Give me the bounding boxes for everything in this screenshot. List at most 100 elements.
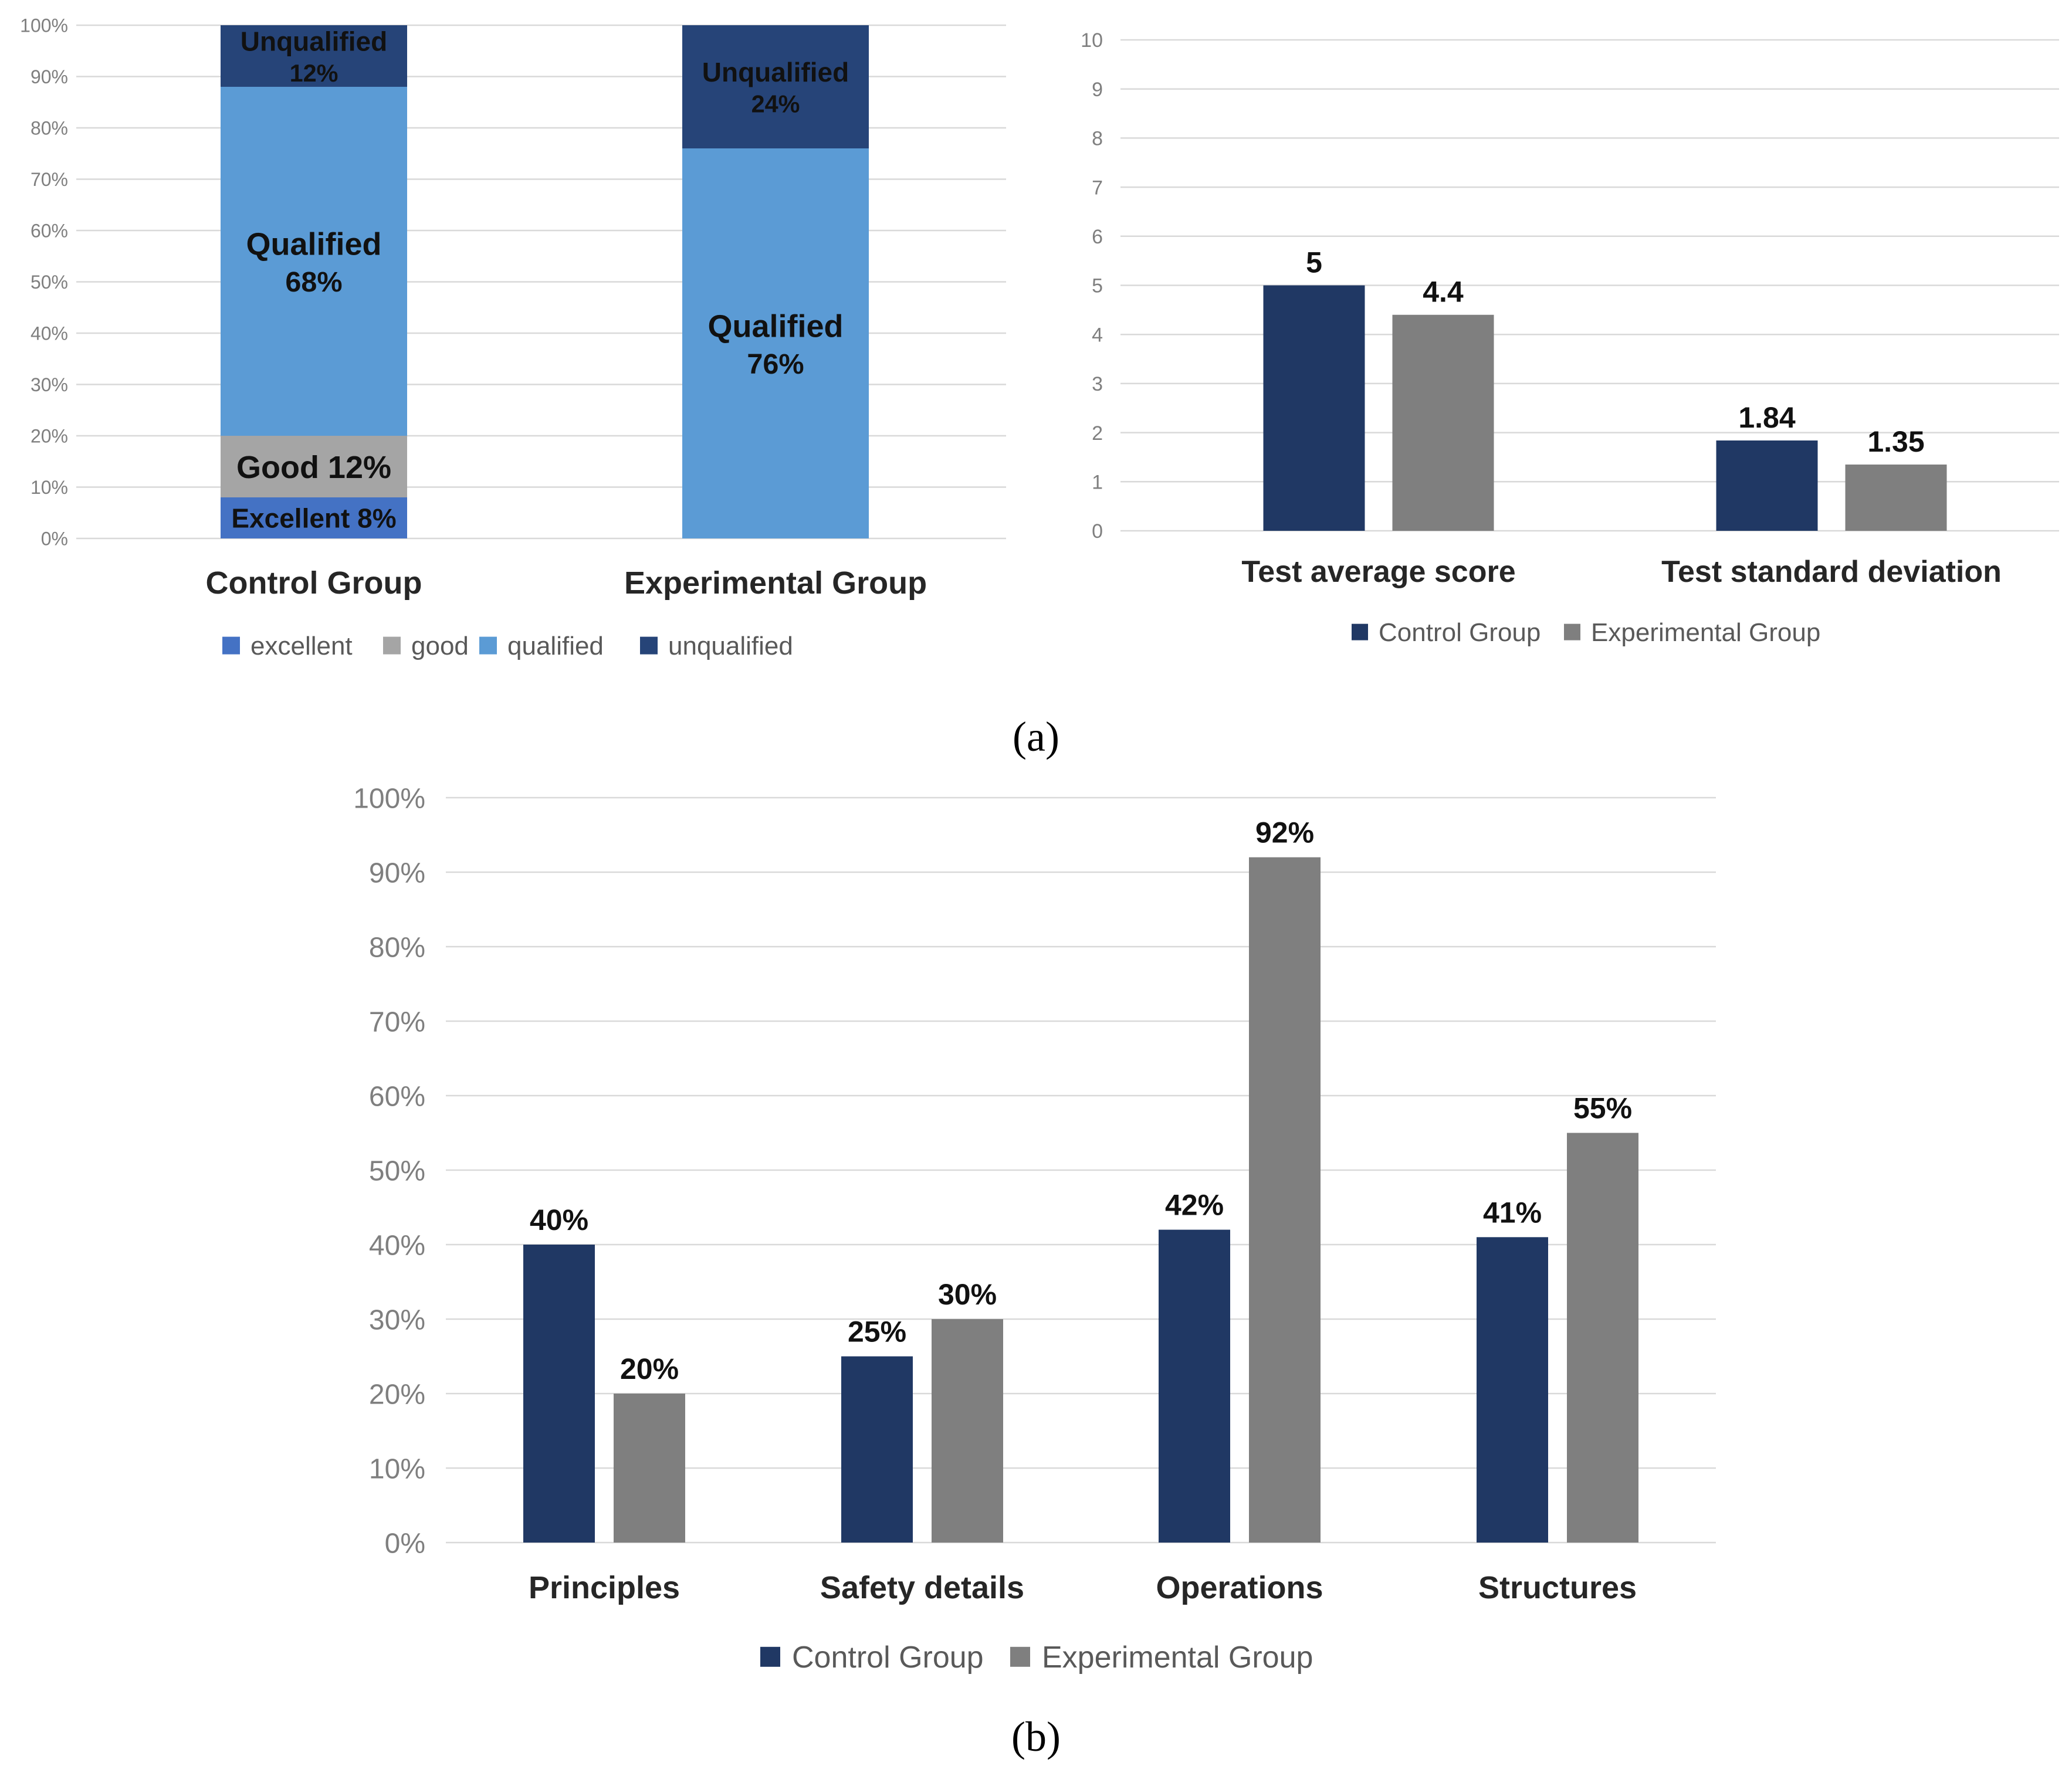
bar-experimental-group bbox=[932, 1319, 1003, 1543]
bar-experimental-group bbox=[614, 1394, 685, 1543]
data-label: 1.84 bbox=[1738, 401, 1796, 434]
bar-experimental-group bbox=[1567, 1133, 1638, 1543]
segment-label-excellent: Excellent 8% bbox=[231, 503, 396, 534]
segment-label-unqualified-value: 24% bbox=[751, 91, 800, 118]
stack-segment-excellent bbox=[221, 497, 407, 538]
score-statistics-chart: 0 1 2 3 4 5 6 7 8 9 10 5 4.4 Test average score 1.84 1.… bbox=[1081, 29, 2059, 647]
segment-label-unqualified-value: 12% bbox=[290, 60, 338, 87]
y-tick-label: 80% bbox=[31, 118, 68, 139]
legend-label-qualified: qualified bbox=[507, 632, 604, 660]
y-tick-label: 6 bbox=[1092, 226, 1103, 248]
legend-label-experimental-group: Experimental Group bbox=[1591, 618, 1820, 647]
legend-swatch-control-group bbox=[760, 1646, 780, 1667]
legend-label-control-group: Control Group bbox=[1379, 618, 1541, 647]
y-tick-label: 100% bbox=[353, 783, 425, 814]
y-tick-label: 7 bbox=[1092, 177, 1103, 199]
y-tick-label: 70% bbox=[31, 169, 68, 190]
data-label: 42% bbox=[1165, 1189, 1224, 1222]
stack-segment-qualified bbox=[221, 87, 407, 436]
y-tick-label: 0% bbox=[41, 528, 68, 550]
y-tick-label: 10% bbox=[369, 1453, 425, 1484]
bar-experimental-group bbox=[1845, 465, 1947, 531]
y-tick-label: 90% bbox=[369, 858, 425, 889]
x-category-label: Structures bbox=[1478, 1570, 1637, 1605]
subfigure-label-a: (a) bbox=[1013, 713, 1059, 760]
bar-control-group bbox=[1477, 1237, 1548, 1543]
legend-swatch-experimental-group bbox=[1564, 623, 1580, 640]
bar-experimental-group bbox=[1392, 314, 1494, 531]
data-label: 41% bbox=[1483, 1196, 1542, 1229]
bar-control-group bbox=[1159, 1229, 1230, 1543]
legend-swatch-excellent bbox=[222, 636, 240, 655]
y-tick-label: 80% bbox=[369, 932, 425, 963]
bar-control-group bbox=[1716, 440, 1818, 531]
y-tick-label: 50% bbox=[31, 272, 68, 293]
x-category-label: Control Group bbox=[206, 565, 422, 601]
bar-control-group bbox=[523, 1245, 595, 1543]
y-tick-label: 10 bbox=[1081, 29, 1103, 52]
data-label: 25% bbox=[848, 1316, 906, 1348]
y-tick-label: 0 bbox=[1092, 520, 1103, 543]
y-tick-label: 0% bbox=[385, 1528, 425, 1559]
x-category-label: Principles bbox=[529, 1570, 680, 1605]
legend-label-good: good bbox=[411, 632, 469, 660]
x-category-label: Experimental Group bbox=[624, 565, 927, 601]
data-label: 20% bbox=[620, 1353, 679, 1385]
y-tick-label: 4 bbox=[1092, 324, 1103, 346]
data-label: 5 bbox=[1306, 246, 1322, 279]
y-tick-label: 60% bbox=[369, 1081, 425, 1112]
data-label: 40% bbox=[530, 1204, 588, 1236]
y-tick-label: 1 bbox=[1092, 472, 1103, 494]
segment-label-qualified-value: 76% bbox=[747, 348, 804, 380]
y-tick-label: 2 bbox=[1092, 422, 1103, 445]
stack-segment-unqualified bbox=[682, 25, 869, 148]
stacked-grade-chart: 0% 10% 20% 30% 40% 50% 60% 70% 80% 90% 100% Control… bbox=[20, 15, 1006, 660]
y-tick-label: 60% bbox=[31, 221, 68, 242]
segment-label-qualified-name: Qualified bbox=[707, 309, 843, 344]
segment-label-unqualified-name: Unqualified bbox=[702, 57, 849, 87]
bar-control-group bbox=[1263, 285, 1365, 531]
legend-swatch-unqualified bbox=[640, 636, 658, 655]
data-label: 92% bbox=[1255, 816, 1314, 849]
segment-label-qualified-value: 68% bbox=[285, 266, 342, 298]
x-category-label: Test standard deviation bbox=[1661, 555, 2002, 589]
bar-control-group bbox=[841, 1356, 913, 1543]
segment-label-good: Good 12% bbox=[236, 450, 391, 485]
y-tick-label: 30% bbox=[369, 1304, 425, 1336]
y-tick-label: 3 bbox=[1092, 373, 1103, 395]
legend-swatch-control-group bbox=[1352, 623, 1368, 640]
y-tick-label: 100% bbox=[20, 15, 68, 36]
data-label: 55% bbox=[1573, 1092, 1632, 1125]
x-category-label: Safety details bbox=[820, 1570, 1024, 1605]
legend-label-experimental-group: Experimental Group bbox=[1042, 1641, 1313, 1675]
legend-label-control-group: Control Group bbox=[792, 1641, 984, 1675]
data-label: 30% bbox=[938, 1278, 997, 1311]
legend-swatch-good bbox=[383, 636, 401, 655]
y-tick-label: 10% bbox=[31, 477, 68, 498]
x-category-label: Test average score bbox=[1241, 555, 1515, 589]
legend-swatch-qualified bbox=[479, 636, 497, 655]
data-label: 4.4 bbox=[1423, 276, 1464, 309]
y-tick-label: 9 bbox=[1092, 79, 1103, 101]
knowledge-category-chart: 0% 10% 20% 30% 40% 50% 60% 70% 80% 90% 100% 40% 20% P… bbox=[353, 783, 1716, 1675]
legend-label-excellent: excellent bbox=[250, 632, 353, 660]
x-category-label: Operations bbox=[1156, 1570, 1323, 1605]
y-tick-label: 30% bbox=[31, 374, 68, 395]
bar-experimental-group bbox=[1249, 857, 1321, 1543]
y-tick-label: 70% bbox=[369, 1006, 425, 1038]
legend-swatch-experimental-group bbox=[1010, 1646, 1030, 1667]
y-tick-label: 50% bbox=[369, 1155, 425, 1187]
y-tick-label: 90% bbox=[31, 66, 68, 87]
y-tick-label: 20% bbox=[369, 1379, 425, 1410]
data-label: 1.35 bbox=[1867, 425, 1924, 458]
segment-label-unqualified-name: Unqualified bbox=[241, 26, 387, 56]
y-tick-label: 5 bbox=[1092, 275, 1103, 297]
stack-segment-good bbox=[221, 436, 407, 497]
stack-segment-qualified bbox=[682, 148, 869, 538]
y-tick-label: 40% bbox=[31, 323, 68, 344]
y-tick-label: 40% bbox=[369, 1230, 425, 1261]
subfigure-label-b: (b) bbox=[1011, 1713, 1061, 1760]
legend-label-unqualified: unqualified bbox=[668, 632, 793, 660]
y-tick-label: 20% bbox=[31, 426, 68, 447]
